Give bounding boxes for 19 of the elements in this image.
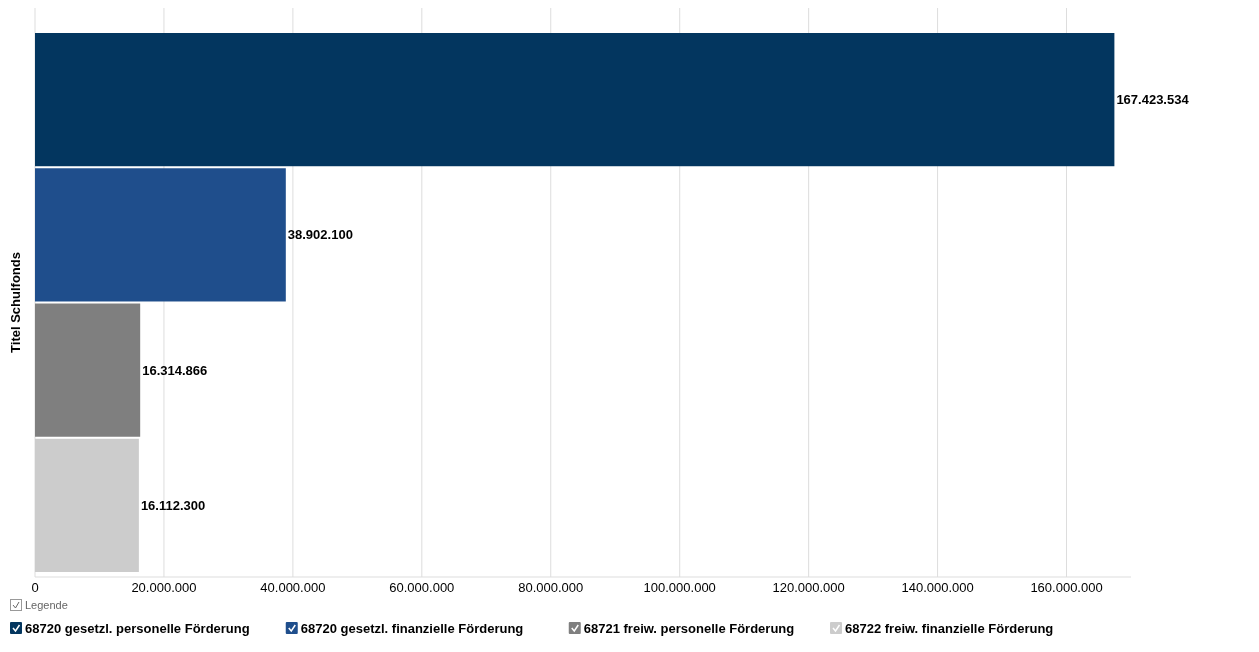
x-tick-label: 100.000.000 — [643, 580, 716, 595]
data-label: 16.112.300 — [140, 497, 206, 513]
x-tick-label: 60.000.000 — [389, 580, 455, 595]
legend-label: 68720 gesetzl. finanzielle Förderung — [300, 620, 524, 636]
legend-label: 68722 freiw. finanzielle Förderung — [845, 620, 1054, 636]
data-label: 38.902.100 — [287, 227, 353, 243]
x-tick-label: 80.000.000 — [518, 580, 584, 595]
legend-title: Legende — [25, 598, 68, 611]
y-axis-title: Titel Schulfonds — [8, 252, 23, 353]
data-label: 167.423.534 — [1116, 92, 1190, 108]
x-tick-label: 140.000.000 — [901, 580, 974, 595]
x-tick-label: 160.000.000 — [1030, 580, 1103, 595]
legend-label: 68721 freiw. personelle Förderung — [583, 620, 795, 636]
x-tick-label: 120.000.000 — [772, 580, 845, 595]
x-tick-label: 0 — [31, 580, 39, 595]
data-label: 16.314.866 — [142, 362, 208, 378]
x-tick-label: 40.000.000 — [260, 580, 326, 595]
legend-label: 68720 gesetzl. personelle Förderung — [25, 620, 250, 636]
x-tick-label: 20.000.000 — [131, 580, 197, 595]
